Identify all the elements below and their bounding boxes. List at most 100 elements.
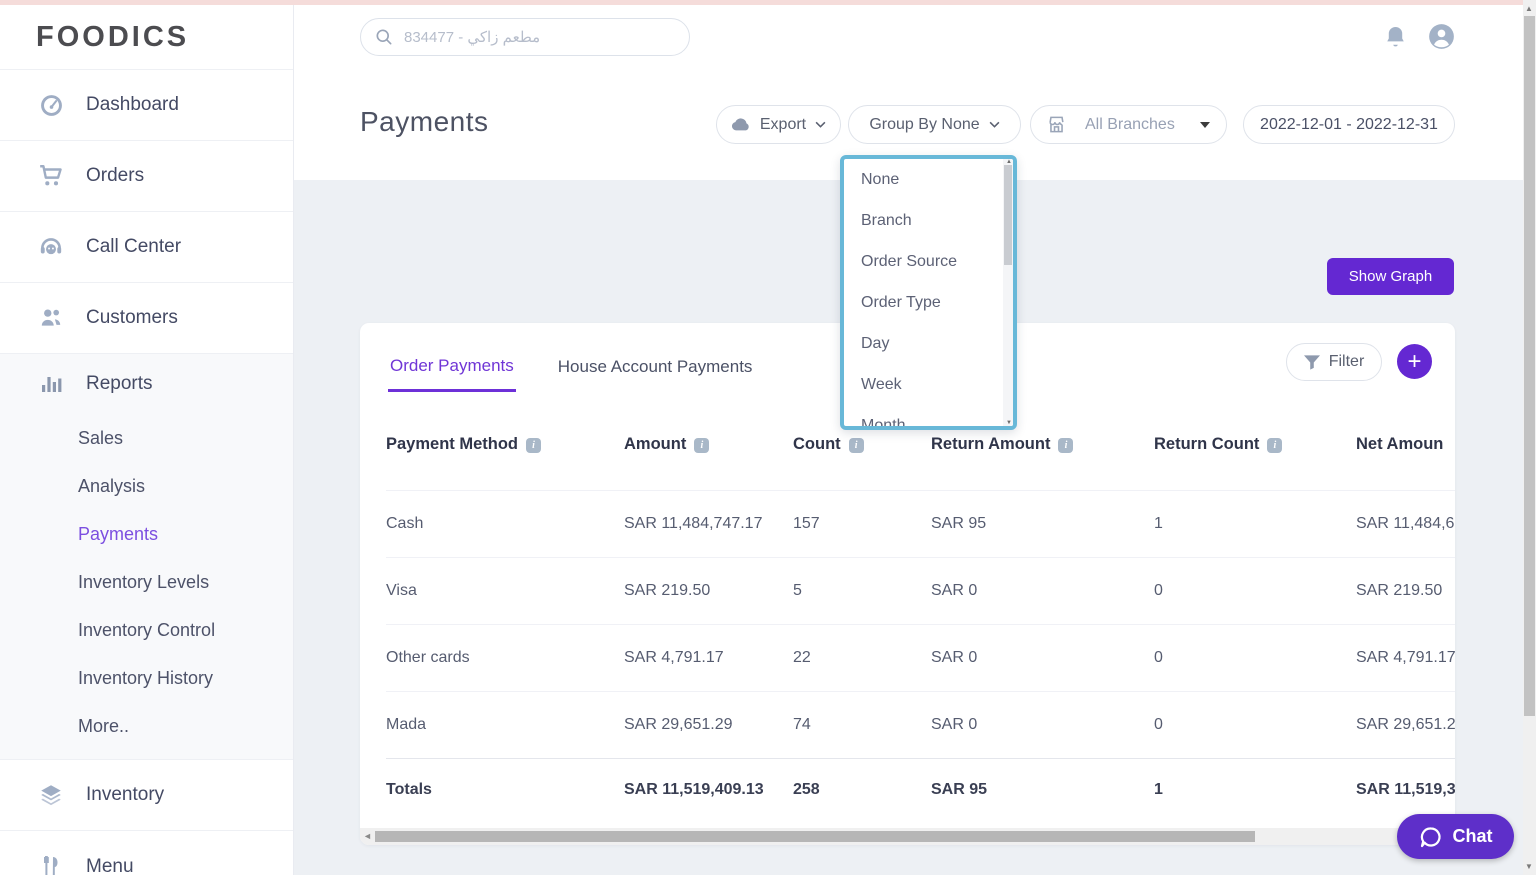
sidebar-item-orders[interactable]: Orders <box>0 141 293 212</box>
info-icon[interactable]: i <box>694 438 710 454</box>
show-graph-button[interactable]: Show Graph <box>1327 258 1454 295</box>
horizontal-scrollbar[interactable]: ◄ <box>360 828 1455 845</box>
branches-select[interactable]: All Branches <box>1030 105 1227 144</box>
payments-table: Payment Method i Amount i Count i Return Am… <box>386 400 1455 822</box>
people-icon <box>38 305 64 331</box>
headset-icon <box>38 234 64 260</box>
table-cell: Mada <box>386 690 624 758</box>
table-cell: SAR 219.50 <box>624 556 793 624</box>
table-cell: SAR 0 <box>931 623 1154 691</box>
sidebar-item-more[interactable]: More.. <box>78 715 130 736</box>
chat-button[interactable]: Chat <box>1397 814 1514 859</box>
table-header-row: Payment Method i Amount i Count i Return Am… <box>386 400 1455 490</box>
info-icon[interactable]: i <box>526 438 542 454</box>
scroll-down-arrow-icon[interactable]: ▼ <box>1006 420 1012 426</box>
info-icon[interactable]: i <box>848 438 864 454</box>
column-header: Net Amoun <box>1356 435 1444 454</box>
user-avatar-icon[interactable] <box>1428 23 1455 50</box>
table-cell: SAR 11,484,747.17 <box>624 489 793 557</box>
info-icon[interactable]: i <box>1058 438 1074 454</box>
sidebar: FOODICS Dashboard Orders Call Center Cus <box>0 5 294 875</box>
scroll-up-arrow-icon[interactable]: ▲ <box>1006 159 1012 165</box>
sidebar-item-label: Call Center <box>86 236 182 257</box>
foodics-logo[interactable]: FOODICS <box>36 20 190 53</box>
menu-item-day[interactable]: Day <box>861 334 890 352</box>
sidebar-item-label: Menu <box>86 855 134 875</box>
table-cell: Cash <box>386 489 624 557</box>
table-cell: SAR 29,651.29 <box>624 690 793 758</box>
table-row: Mada SAR 29,651.29 74 SAR 0 0 SAR 29,651… <box>386 690 1455 758</box>
bar-chart-icon <box>38 371 64 397</box>
table-cell: SAR 0 <box>931 690 1154 758</box>
table-cell: 157 <box>793 489 931 557</box>
group-by-dropdown-button[interactable]: Group By None <box>848 105 1021 144</box>
totals-cell: Totals <box>386 757 624 822</box>
speedometer-icon <box>38 92 64 118</box>
table-cell: 22 <box>793 623 931 691</box>
dropdown-scrollbar[interactable]: ▲ ▼ <box>1003 159 1013 426</box>
logo-row: FOODICS <box>0 5 293 70</box>
top-strip <box>0 0 1523 5</box>
totals-cell: SAR 95 <box>931 757 1154 822</box>
menu-item-branch[interactable]: Branch <box>861 211 912 229</box>
sidebar-item-inventory-levels[interactable]: Inventory Levels <box>78 571 210 592</box>
table-cell: SAR 0 <box>931 556 1154 624</box>
totals-cell: 1 <box>1154 757 1356 822</box>
table-cell: 0 <box>1154 690 1356 758</box>
funnel-icon <box>1303 354 1320 370</box>
tab-order-payments[interactable]: Order Payments <box>388 332 516 392</box>
table-cell: Other cards <box>386 623 624 691</box>
dropdown-scrollbar-thumb[interactable] <box>1004 165 1012 265</box>
menu-item-week[interactable]: Week <box>861 375 902 393</box>
sidebar-item-dashboard[interactable]: Dashboard <box>0 70 293 141</box>
sidebar-item-label: Orders <box>86 165 145 186</box>
filter-button[interactable]: Filter <box>1286 343 1382 381</box>
top-bar: 834477 - مطعم زاكي <box>294 5 1523 70</box>
sidebar-item-customers[interactable]: Customers <box>0 283 293 354</box>
sidebar-item-inventory[interactable]: Inventory <box>0 760 293 831</box>
horizontal-scrollbar-thumb[interactable] <box>375 831 1255 842</box>
sidebar-item-label: Inventory <box>86 784 165 805</box>
sidebar-item-inventory-control[interactable]: Inventory Control <box>78 619 216 640</box>
table-cell: 5 <box>793 556 931 624</box>
sidebar-item-label: Customers <box>86 307 178 328</box>
info-icon[interactable]: i <box>1267 438 1283 454</box>
branches-label: All Branches <box>1085 115 1175 133</box>
notifications-bell-icon[interactable] <box>1384 25 1407 50</box>
scroll-up-arrow-icon[interactable]: ▲ <box>1525 4 1533 13</box>
add-button[interactable]: + <box>1397 344 1432 379</box>
sidebar-item-payments[interactable]: Payments <box>78 523 159 544</box>
page-title: Payments <box>360 106 489 137</box>
sidebar-item-sales[interactable]: Sales <box>78 427 124 448</box>
menu-item-none[interactable]: None <box>861 170 900 188</box>
date-range-picker[interactable]: 2022-12-01 - 2022-12-31 <box>1243 105 1455 144</box>
column-header: Payment Method i <box>386 400 624 490</box>
sidebar-item-label: Reports <box>86 373 153 394</box>
export-button[interactable]: Export <box>716 105 841 144</box>
sidebar-item-inventory-history[interactable]: Inventory History <box>78 667 214 688</box>
column-header: Return Count i <box>1154 400 1356 490</box>
group-by-menu: None Branch Order Source Order Type Day … <box>840 155 1017 430</box>
sidebar-item-menu[interactable]: Menu <box>0 831 293 875</box>
sidebar-item-reports[interactable]: Reports <box>0 354 293 414</box>
search-placeholder-text: 834477 - مطعم زاكي <box>404 29 541 46</box>
business-search-input[interactable]: 834477 - مطعم زاكي <box>360 18 690 56</box>
cloud-icon <box>731 117 751 132</box>
menu-item-order-type[interactable]: Order Type <box>861 293 941 311</box>
scroll-down-arrow-icon[interactable]: ▼ <box>1525 862 1533 871</box>
table-cell: SAR 29,651.29 <box>1356 690 1455 758</box>
table-row: Other cards SAR 4,791.17 22 SAR 0 0 SAR … <box>386 623 1455 691</box>
store-icon <box>1047 115 1066 134</box>
menu-item-order-source[interactable]: Order Source <box>861 252 958 270</box>
sidebar-item-call-center[interactable]: Call Center <box>0 212 293 283</box>
tab-house-account-payments[interactable]: House Account Payments <box>557 357 753 376</box>
sidebar-item-label: Dashboard <box>86 94 179 115</box>
scroll-left-arrow-icon[interactable]: ◄ <box>363 831 372 841</box>
vertical-scrollbar-thumb[interactable] <box>1524 16 1535 716</box>
totals-cell: SAR 11,519,409.13 <box>624 757 793 822</box>
table-cell: 0 <box>1154 556 1356 624</box>
sidebar-item-analysis[interactable]: Analysis <box>78 475 146 496</box>
column-header: Amount i <box>624 400 793 490</box>
menu-item-month[interactable]: Month <box>861 416 906 430</box>
vertical-scrollbar[interactable]: ▲ ▼ <box>1523 0 1536 875</box>
